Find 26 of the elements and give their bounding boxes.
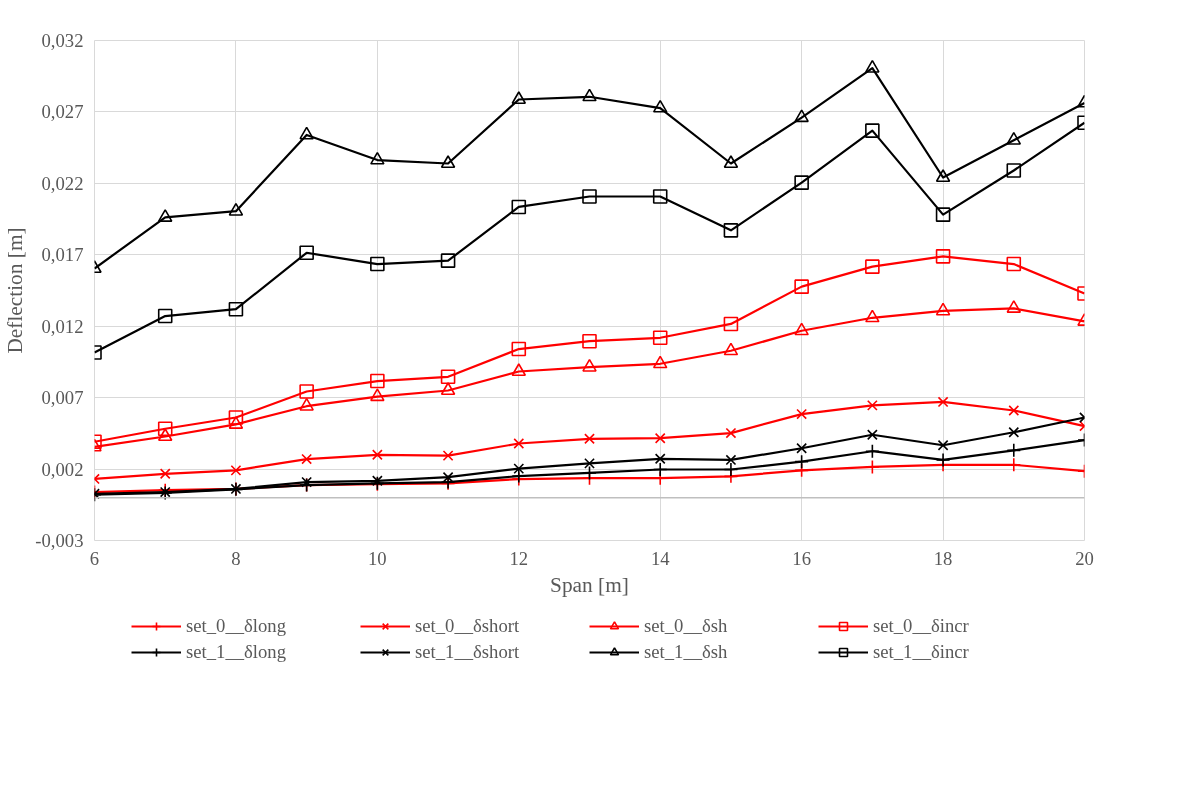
x-tick-label: 12 [509, 547, 529, 569]
legend-label: set_0__δshort [415, 615, 521, 637]
y-tick-label: 0,017 [41, 244, 84, 266]
x-tick-label: 10 [368, 547, 387, 569]
x-tick-label: 18 [933, 547, 953, 569]
y-tick-label: 0,007 [41, 387, 84, 409]
x-tick-label: 16 [792, 547, 811, 569]
x-tick-label: 14 [650, 547, 671, 569]
legend-label: set_0__δsh [644, 615, 729, 637]
legend-label: set_0__δlong [186, 615, 287, 637]
x-tick-label: 6 [89, 547, 100, 569]
y-tick-label: 0,022 [41, 172, 84, 194]
legend-label: set_1__δlong [186, 641, 287, 663]
y-axis-title: Deflection [m] [3, 227, 28, 354]
y-tick-label: -0,003 [35, 530, 84, 551]
x-axis-title: Span [m] [550, 572, 629, 597]
x-tick-label: 20 [1075, 547, 1094, 569]
y-tick-label: 0,027 [41, 101, 84, 123]
legend-label: set_1__δincr [873, 641, 970, 663]
legend-label: set_1__δshort [415, 641, 521, 663]
legend-label: set_0__δincr [873, 615, 970, 637]
x-tick-label: 8 [231, 547, 241, 569]
legend-label: set_1__δsh [644, 641, 729, 663]
y-tick-label: 0,002 [41, 458, 84, 480]
y-tick-label: 0,012 [41, 315, 84, 337]
y-tick-label: 0,032 [41, 30, 84, 51]
